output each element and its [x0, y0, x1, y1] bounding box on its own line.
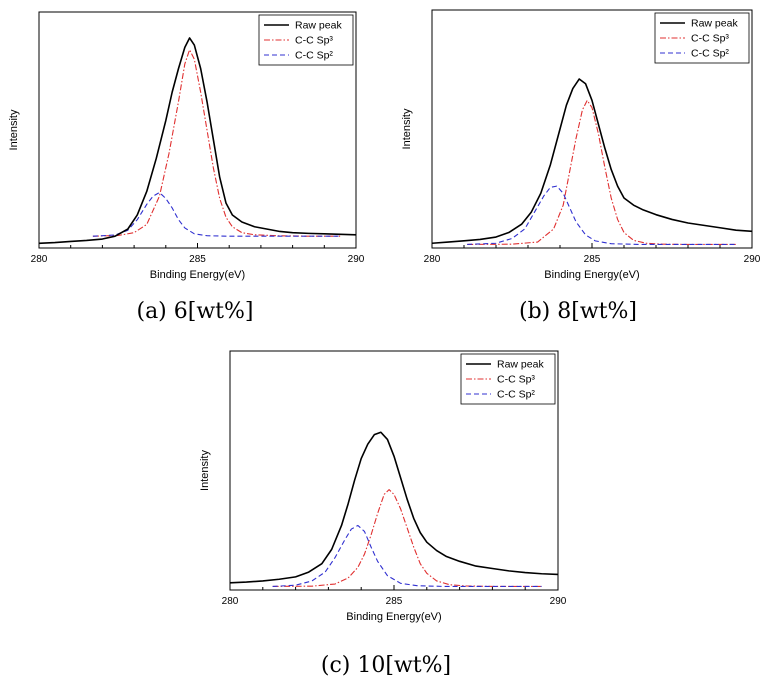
legend-entry: Raw peak — [295, 20, 342, 32]
y-axis-label: Intensity — [199, 450, 211, 491]
x-tick-label: 290 — [348, 254, 365, 265]
chart-panel-1: 280 285 290 Binding Energy(eV) Intensity Raw … — [8, 11, 365, 324]
series-line-0 — [431, 78, 753, 245]
legend-entry: C-C Sp² — [295, 50, 333, 62]
legend-box — [258, 14, 354, 66]
legend-box — [654, 12, 750, 64]
legend: Raw peak C-C Sp³ C-C Sp² — [258, 14, 354, 66]
x-axis-label: Binding Energy(eV) — [544, 269, 639, 281]
legend-entry: Raw peak — [691, 18, 738, 30]
series-line-0 — [229, 431, 559, 584]
legend-entry: C-C Sp³ — [295, 35, 333, 47]
x-tick-label: 280 — [424, 254, 441, 265]
x-tick-label: 280 — [222, 596, 239, 607]
series-line-0 — [38, 37, 357, 245]
series-line-2 — [272, 524, 542, 587]
x-tick-label: 280 — [31, 254, 48, 265]
x-tick-label: 290 — [550, 596, 567, 607]
legend-entry: C-C Sp³ — [691, 33, 729, 45]
panel-caption: (c) 10[wt%] — [321, 653, 451, 678]
series-line-1 — [92, 49, 341, 237]
legend-entry: C-C Sp² — [497, 389, 535, 401]
series-line-1 — [272, 489, 542, 587]
y-axis-label: Intensity — [401, 108, 413, 149]
chart-panel-2: 280 285 290 Binding Energy(eV) Intensity Raw … — [401, 9, 761, 324]
legend: Raw peak C-C Sp³ C-C Sp² — [460, 353, 556, 405]
series-line-2 — [92, 191, 341, 237]
x-axis-label: Binding Energy(eV) — [150, 269, 245, 281]
x-tick-label: 285 — [584, 254, 601, 265]
x-axis-label: Binding Energy(eV) — [346, 611, 441, 623]
panel-caption: (a) 6[wt%] — [136, 299, 253, 324]
series-line-1 — [467, 99, 736, 245]
chart-panel-3: 280 285 290 Binding Energy(eV) Intensity Raw … — [199, 350, 567, 678]
legend-entry: C-C Sp³ — [497, 374, 535, 386]
legend: Raw peak C-C Sp³ C-C Sp² — [654, 12, 750, 64]
series-line-2 — [467, 185, 736, 245]
panel-caption: (b) 8[wt%] — [519, 299, 637, 324]
y-axis-label: Intensity — [8, 109, 20, 150]
legend-entry: Raw peak — [497, 359, 544, 371]
x-tick-label: 285 — [189, 254, 206, 265]
legend-entry: C-C Sp² — [691, 48, 729, 60]
x-tick-label: 285 — [386, 596, 403, 607]
x-tick-label: 290 — [744, 254, 761, 265]
legend-box — [460, 353, 556, 405]
